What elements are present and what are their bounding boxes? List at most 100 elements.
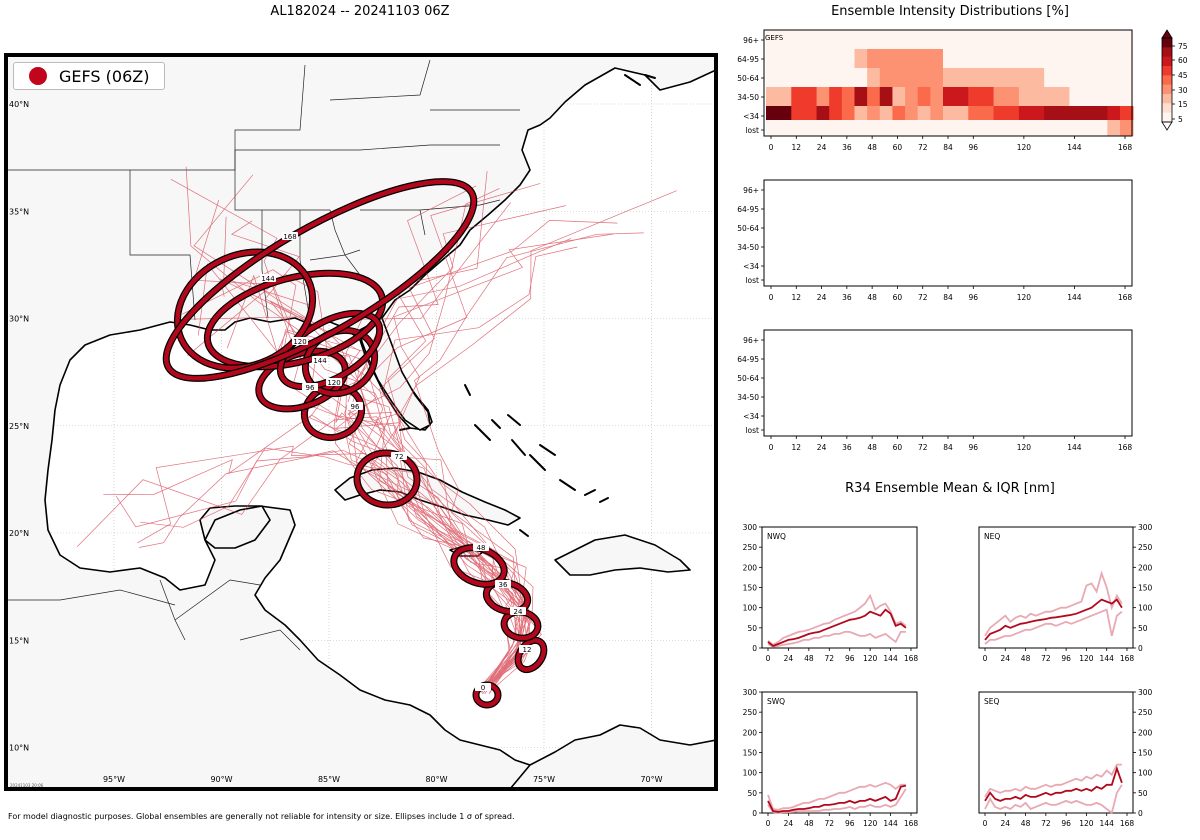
heatmap-cell xyxy=(1107,49,1121,68)
heatmap-cell xyxy=(943,106,957,120)
heatmap-cell xyxy=(791,120,805,136)
intensity-x-tick: 48 xyxy=(867,443,877,452)
heatmap-cell xyxy=(1069,30,1083,49)
heatmap-cell xyxy=(1018,87,1033,106)
north-america-land xyxy=(6,55,716,789)
heatmap-cell xyxy=(930,30,944,49)
hispaniola-land xyxy=(554,534,691,576)
intensity-y-label: 50-64 xyxy=(737,224,759,233)
heatmap-cell xyxy=(829,87,843,106)
heatmap-cell xyxy=(1082,30,1096,49)
longitude-labels: 95°W 90°W 85°W 80°W 75°W 70°W xyxy=(103,775,663,784)
r34-y-tick: 150 xyxy=(1138,749,1153,758)
latitude-labels: 40°N 35°N 30°N 25°N 20°N 15°N 10°N xyxy=(9,100,29,753)
heatmap-cell xyxy=(1044,68,1058,87)
heatmap-cell xyxy=(905,120,919,136)
heatmap-cell xyxy=(879,120,894,136)
intensity-y-label: 50-64 xyxy=(737,374,759,383)
heatmap-cell xyxy=(930,49,944,68)
heatmap-cell xyxy=(841,68,856,87)
intensity-colorbar: 75 60 45 30 15 5 xyxy=(1161,29,1188,131)
map-frame xyxy=(4,53,718,791)
r34-series-q25 xyxy=(767,788,907,814)
r34-y-tick: 50 xyxy=(1138,624,1148,633)
heatmap-cell xyxy=(1069,68,1083,87)
r34-x-tick: 0 xyxy=(983,654,988,663)
r34-y-tick: 300 xyxy=(1138,688,1153,697)
heatmap-cell xyxy=(791,68,805,87)
heatmap-member-label: GEFS xyxy=(765,34,784,42)
intensity-x-tick: 48 xyxy=(867,293,877,302)
colorbar-tick-label: 15 xyxy=(1178,100,1188,109)
ellipse-hour-label: 144 xyxy=(312,356,328,365)
ellipse-hour-label: 120 xyxy=(292,337,308,346)
colorbar-tick-label: 75 xyxy=(1178,42,1188,51)
intensity-x-tick: 168 xyxy=(1118,443,1133,452)
heatmap-cell xyxy=(867,87,881,106)
ellipse-ring xyxy=(205,270,385,370)
r34-x-tick: 120 xyxy=(863,819,878,828)
heatmap-cell xyxy=(1094,120,1109,136)
footer-note: For model diagnostic purposes. Global en… xyxy=(8,812,515,821)
intensity-x-tick: 96 xyxy=(969,443,979,452)
intensity-panels: 96+ 64-95 50-64 34-50 <34 lost 0 12 24 36 48 60 72 84… xyxy=(737,29,1188,452)
heatmap-cell xyxy=(917,120,932,136)
svg-text:72: 72 xyxy=(395,453,404,461)
ellipse-hour-label: 48 xyxy=(473,543,489,552)
heatmap-cell xyxy=(791,49,805,68)
r34-x-tick: 24 xyxy=(784,654,794,663)
ensemble-track-line xyxy=(379,220,618,693)
heatmap-cell xyxy=(1044,30,1058,49)
ensemble-track-line xyxy=(414,232,644,693)
heatmap-cell xyxy=(1094,30,1109,49)
ellipse-hour-label: 120 xyxy=(326,378,342,387)
heatmap-cell xyxy=(1044,87,1058,106)
heatmap-cell xyxy=(1094,106,1109,120)
colorbar-swatch xyxy=(1162,56,1172,67)
heatmap-cell xyxy=(791,87,805,106)
colorbar-tick-label: 60 xyxy=(1178,56,1188,65)
r34-y-tick: 300 xyxy=(1138,523,1153,532)
heatmap-cell xyxy=(867,49,881,68)
heatmap-cell xyxy=(930,120,944,136)
heatmap-cell xyxy=(905,106,919,120)
heatmap-cell xyxy=(829,30,843,49)
r34-panel-label: NWQ xyxy=(767,532,786,541)
heatmap-cell xyxy=(917,68,932,87)
r34-x-tick: 120 xyxy=(1079,819,1094,828)
ellipse-hour-label: 12 xyxy=(519,645,535,654)
lat-label: 40°N xyxy=(9,100,29,109)
heatmap-cell xyxy=(778,106,793,120)
intensity-x-tick: 96 xyxy=(969,293,979,302)
intensity-y-label: 64-95 xyxy=(737,355,759,364)
intensity-x-tick: 36 xyxy=(842,293,852,302)
heatmap-cell xyxy=(892,30,906,49)
intensity-x-tick: 0 xyxy=(769,143,774,152)
r34-y-tick: 200 xyxy=(743,563,758,572)
ellipse-ring xyxy=(278,311,382,389)
heatmap-cell xyxy=(917,106,932,120)
heatmap-cell xyxy=(854,106,868,120)
heatmap-cell xyxy=(1031,87,1045,106)
south-america-land xyxy=(509,724,716,789)
intensity-y-label: 50-64 xyxy=(737,74,759,83)
colorbar-tick-label: 30 xyxy=(1178,86,1188,95)
heatmap-cell xyxy=(1006,106,1020,120)
r34-x-tick: 144 xyxy=(1100,654,1115,663)
heatmap-cell xyxy=(892,87,906,106)
ensemble-track-line xyxy=(139,449,527,687)
lon-label: 95°W xyxy=(103,775,125,784)
heatmap-cell xyxy=(766,30,780,49)
ellipse-ring xyxy=(354,450,420,508)
intensity-y-label: <34 xyxy=(743,412,759,421)
heatmap-cell xyxy=(816,30,831,49)
intensity-x-tick: 24 xyxy=(817,293,827,302)
heatmap-cell xyxy=(993,68,1008,87)
r34-panel: 300 250 200 150 100 50 0 0 24 48 72 96 120 144 168 NEQ xyxy=(978,523,1153,663)
heatmap-cell xyxy=(955,87,970,106)
r34-panel-label: SEQ xyxy=(984,697,999,706)
yucatan-land xyxy=(204,505,271,549)
heatmap-cell xyxy=(778,49,793,68)
svg-text:144: 144 xyxy=(261,275,275,283)
